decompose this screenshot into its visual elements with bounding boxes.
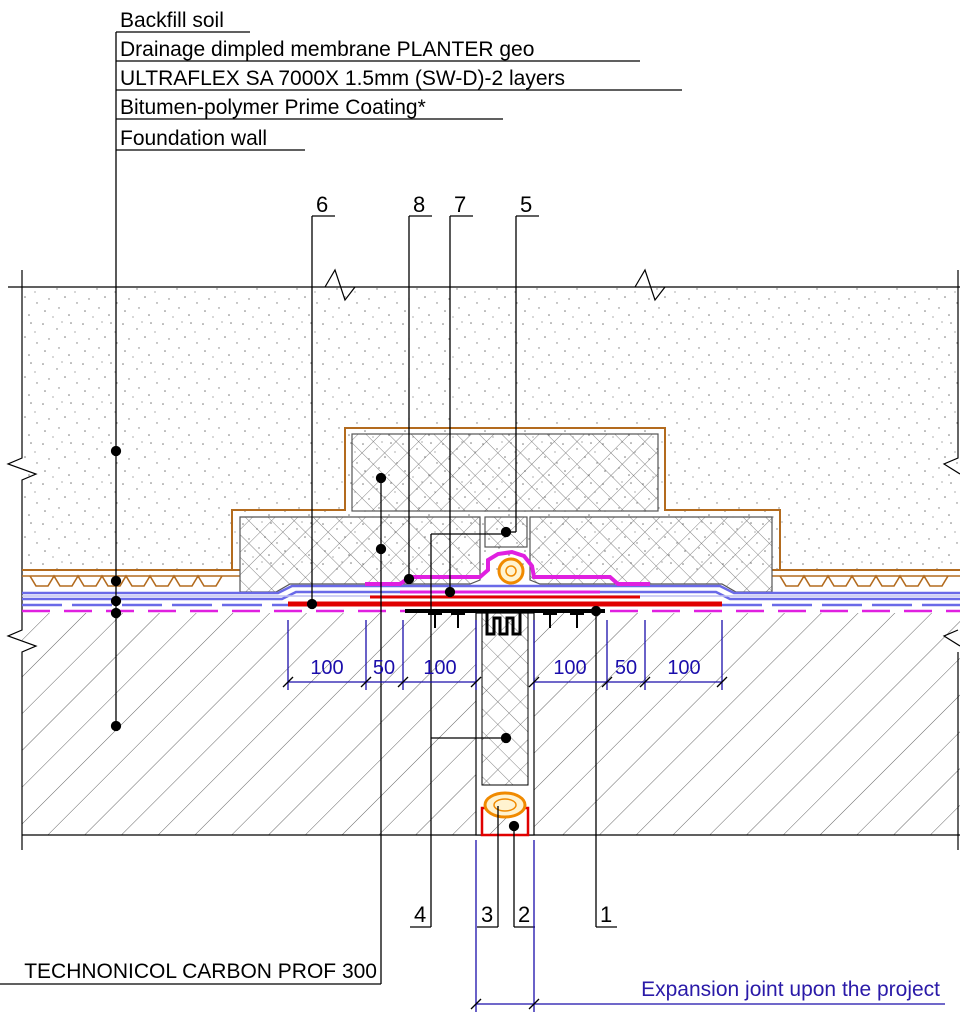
item-number-3: 3: [481, 902, 493, 927]
omega-profile: [485, 611, 522, 636]
break-line: [942, 629, 960, 647]
item-number-5: 5: [520, 192, 532, 217]
drainage-membrane-wrap: [231, 427, 781, 570]
item-number-1: 1: [600, 902, 612, 927]
item-number-4: 4: [414, 902, 426, 927]
callout-ultraflex-membrane: ULTRAFLEX SA 7000X 1.5mm (SW-D)-2 layers: [120, 67, 565, 90]
insulation-right-block: [529, 516, 773, 593]
dimension-label: 100: [667, 657, 700, 679]
callout-backfill-soil: Backfill soil: [120, 9, 224, 32]
dimension-label: 50: [615, 657, 637, 679]
break-line: [6, 270, 38, 850]
drainage-membrane-left: [22, 569, 240, 587]
insulation-top-block: [351, 433, 659, 512]
top-item-leaders: [306, 215, 539, 610]
backer-rod: [483, 791, 527, 819]
layer-leader: [110, 31, 682, 732]
dimension-label: 100: [423, 657, 456, 679]
callout-drainage-membrane: Drainage dimpled membrane PLANTER geo: [120, 38, 534, 61]
dimension-lines: [282, 620, 728, 690]
dimension-label: 50: [373, 657, 395, 679]
drainage-membrane-right: [772, 569, 960, 587]
break-line: [942, 270, 960, 475]
item-number-6: 6: [316, 192, 328, 217]
bottom-item-leaders: [410, 533, 617, 928]
item-number-8: 8: [413, 192, 425, 217]
magenta-membrane: [365, 549, 650, 586]
expansion-joint-dimension: [470, 840, 945, 1012]
dimension-label: 100: [553, 657, 586, 679]
break-line: [324, 268, 356, 302]
joint-filler: [481, 612, 529, 786]
callout-foundation-wall: Foundation wall: [120, 127, 267, 150]
item-number-2: 2: [518, 902, 530, 927]
callout-prime-coating: Bitumen-polymer Prime Coating*: [120, 96, 426, 119]
callout-insulation: TECHNONICOL CARBON PROF 300: [24, 960, 377, 983]
item-number-7: 7: [454, 192, 466, 217]
insulation-leader: [0, 472, 387, 985]
expansion-joint-note: Expansion joint upon the project: [641, 978, 940, 1001]
break-line: [634, 268, 666, 302]
upper-backer-rod: [497, 557, 525, 585]
dimension-label: 100: [310, 657, 343, 679]
fasteners: [428, 611, 584, 628]
insulation-left-block: [239, 516, 481, 593]
